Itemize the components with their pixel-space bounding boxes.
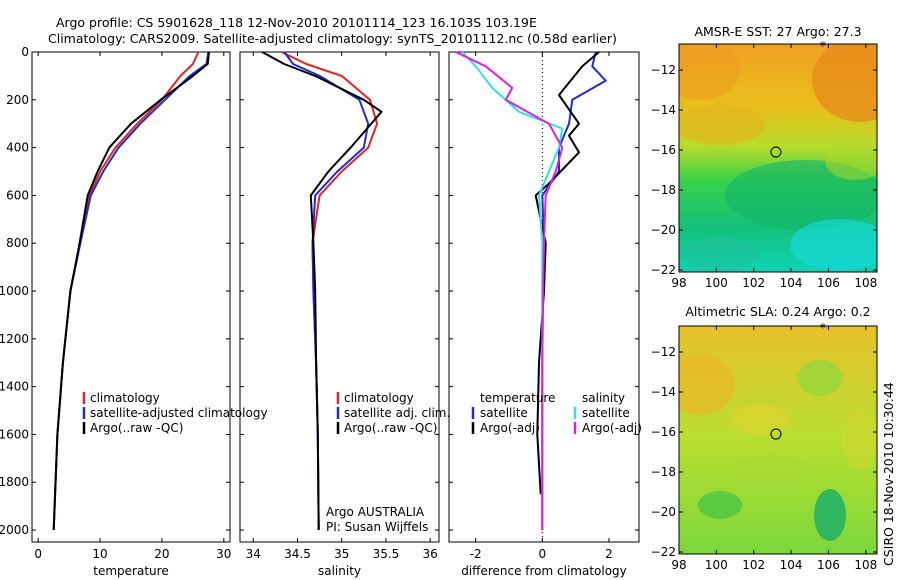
salinity-panel-frame [239,51,440,543]
x-tick-label: 20 [154,547,169,561]
legend-label: satellite adj. clim. [344,406,450,420]
legend-label: climatology [90,391,160,405]
argo-float-marker [770,428,782,440]
legend-label: Argo(-adj) [480,421,540,435]
sla-map-frame [678,325,878,555]
x-tick-label: 0 [34,547,42,561]
legend-label: Argo(..raw -QC) [344,421,437,435]
y-tick-label: 1800 [0,475,29,489]
sla-map-title: Altimetric SLA: 0.24 Argo: 0.2 [685,304,870,319]
y-tick-label: 0 [21,45,29,59]
x-tick-label: 106 [817,558,840,572]
series-line [52,51,200,531]
header-line-1: Argo profile: CS 5901628_118 12-Nov-2010… [56,15,537,30]
sst-map-overlay: 98 100 102 104 106 108 −12 −14 −16 −18 −20 −22 * [651,39,878,290]
difference-plot: -2 0 2 difference from climatology [449,51,639,578]
y-tick-label: 600 [6,188,29,202]
x-tick-label: -2 [470,547,482,561]
salinity-plot: 34 34.5 35 35.5 36 salinity [240,51,439,578]
x-axis-label: salinity [318,564,361,578]
temperature-panel-frame [31,51,231,543]
sst-map-field [679,44,877,272]
y-tick-label: −16 [651,143,676,157]
y-tick-label: −14 [651,385,676,399]
x-tick-label: 34 [246,547,261,561]
x-axis-label: difference from climatology [461,564,627,578]
y-tick-label: 1200 [0,332,29,346]
side-timestamp: CSIRO 18-Nov-2010 10:30:44 [881,382,896,566]
y-tick-label: −20 [651,505,676,519]
y-tick-label: 1000 [0,284,29,298]
temperature-plot: 0 10 20 30 0 200 400 600 800 1000 1200 1400 1600 1800… [0,45,231,578]
legend-heading-salinity: salinity [582,391,625,405]
difference-panel-frame [448,51,640,543]
legend-label: climatology [344,391,414,405]
y-tick-label: −16 [651,425,676,439]
y-tick-label: −22 [651,263,676,277]
x-tick-label: 104 [780,558,803,572]
x-tick-label: 104 [780,276,803,290]
y-tick-label: −18 [651,465,676,479]
star-marker: * [820,321,826,335]
argo-float-marker [770,146,782,158]
y-tick-label: 200 [6,93,29,107]
x-tick-label: 106 [817,276,840,290]
series-line [283,51,370,531]
sst-map-frame [678,43,878,273]
y-tick-label: 1600 [0,427,29,441]
y-tick-label: 2000 [0,523,29,537]
difference-legend: temperature satellite Argo(-adj) salinit… [471,391,642,435]
y-tick-label: −12 [651,345,676,359]
legend-label: satellite [480,406,528,420]
x-tick-label: 35 [334,547,349,561]
x-tick-label: 108 [854,558,877,572]
x-tick-label: 2 [605,547,613,561]
x-tick-label: 98 [671,558,686,572]
pi-annotation: PI: Susan Wijffels [326,520,428,534]
x-tick-label: 98 [671,276,686,290]
y-tick-label: 1400 [0,380,29,394]
series-line [455,51,564,530]
series-line [534,51,600,495]
x-tick-label: 10 [92,547,107,561]
legend-heading-temperature: temperature [480,391,555,405]
star-marker: * [820,39,826,53]
x-tick-label: 108 [854,276,877,290]
x-tick-label: 100 [705,558,728,572]
series-line [281,51,379,531]
header-line-2: Climatology: CARS2009. Satellite-adjuste… [48,31,617,46]
x-tick-label: 30 [216,547,231,561]
y-tick-label: −20 [651,223,676,237]
y-tick-label: 400 [6,141,29,155]
x-tick-label: 102 [742,276,765,290]
x-tick-label: 100 [705,276,728,290]
sla-map-field [679,326,877,554]
x-tick-label: 102 [742,558,765,572]
legend-label: satellite [582,406,630,420]
series-line [261,51,383,531]
x-tick-label: 0 [539,547,547,561]
sla-map-overlay: 98 100 102 104 106 108 −12 −14 −16 −18 −20 −22 * [651,321,878,572]
temperature-legend: climatology satellite-adjusted climatolo… [82,391,268,435]
x-tick-label: 36 [423,547,438,561]
x-tick-label: 35.5 [373,547,400,561]
salinity-legend: climatology satellite adj. clim. Argo(..… [326,391,450,534]
owner-annotation: Argo AUSTRALIA [326,505,425,519]
y-tick-label: −12 [651,63,676,77]
x-tick-label: 34.5 [284,547,311,561]
legend-label: satellite-adjusted climatology [90,406,268,420]
x-axis-label: temperature [93,564,168,578]
series-line [52,51,210,531]
legend-label: Argo(-adj) [582,421,642,435]
y-tick-label: −22 [651,545,676,559]
y-tick-label: −18 [651,183,676,197]
sst-map-title: AMSR-E SST: 27 Argo: 27.3 [694,24,861,39]
y-tick-label: 800 [6,236,29,250]
y-tick-label: −14 [651,103,676,117]
legend-label: Argo(..raw -QC) [90,421,183,435]
